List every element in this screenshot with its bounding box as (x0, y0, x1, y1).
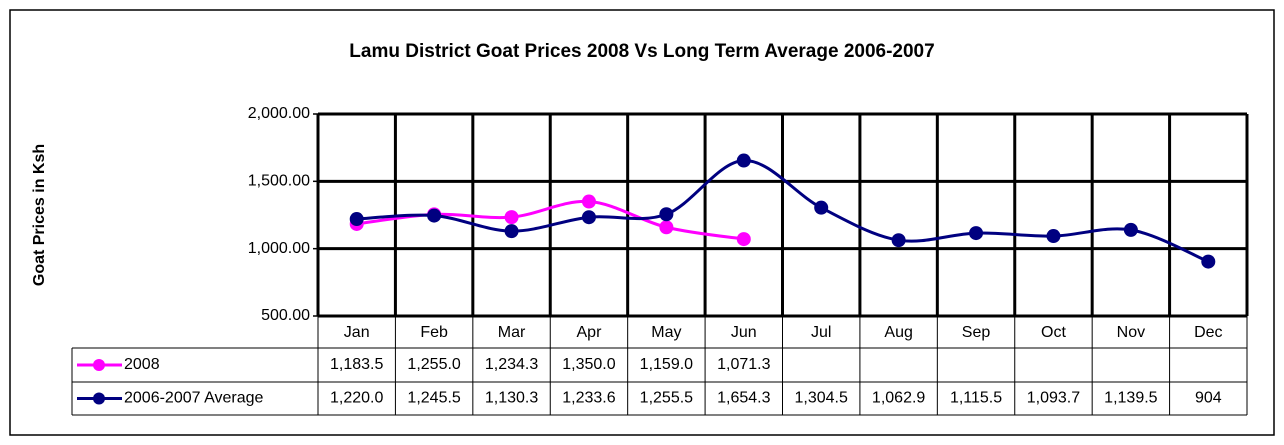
data-table-value: 1,255.5 (640, 390, 693, 407)
x-tick-label: Oct (1041, 324, 1066, 341)
data-table-value: 1,071.3 (717, 356, 770, 373)
chart-title: Lamu District Goat Prices 2008 Vs Long T… (349, 41, 934, 62)
x-tick-label: Sep (962, 324, 991, 341)
data-table-value: 1,245.5 (407, 390, 460, 407)
data-table-value: 904 (1195, 390, 1222, 407)
data-table-value: 1,304.5 (795, 390, 848, 407)
data-table-value: 1,233.6 (562, 390, 615, 407)
x-tick-label: Jan (344, 324, 370, 341)
x-tick-label: Nov (1117, 324, 1145, 341)
legend-label: 2006-2007 Average (124, 390, 263, 407)
data-point (1123, 222, 1138, 237)
data-table-value: 1,139.5 (1104, 390, 1157, 407)
data-table-value: 1,062.9 (872, 390, 925, 407)
legend-label: 2008 (124, 356, 160, 373)
x-tick-label: Aug (884, 324, 912, 341)
x-tick-label: Jul (811, 324, 831, 341)
x-tick-label: Dec (1194, 324, 1222, 341)
data-point (349, 212, 364, 227)
data-table-value: 1,255.0 (407, 356, 460, 373)
data-table-value: 1,093.7 (1027, 390, 1080, 407)
data-point (1201, 254, 1216, 269)
data-point (891, 233, 906, 248)
data-table-value: 1,159.0 (640, 356, 693, 373)
chart-border (9, 9, 1275, 436)
data-table-value: 1,115.5 (950, 390, 1002, 407)
data-point (427, 208, 442, 223)
x-tick-label: Jun (731, 324, 757, 341)
data-table-value: 1,234.3 (485, 356, 538, 373)
data-point (659, 220, 674, 235)
data-point (969, 226, 984, 241)
x-tick-label: Mar (498, 324, 526, 341)
y-axis-label: Goat Prices in Ksh (31, 144, 48, 286)
data-point (504, 210, 519, 225)
data-table-value: 1,654.3 (717, 390, 770, 407)
y-tick-label: 1,000.00 (248, 240, 310, 257)
x-tick-label: Apr (577, 324, 603, 341)
data-point (659, 207, 674, 222)
data-point (736, 232, 751, 247)
x-tick-label: May (651, 324, 681, 341)
data-table-value: 1,220.0 (330, 390, 383, 407)
data-table-value: 1,350.0 (562, 356, 615, 373)
y-tick-label: 1,500.00 (248, 173, 310, 190)
data-table-value: 1,183.5 (330, 356, 383, 373)
x-tick-label: Feb (420, 324, 448, 341)
data-point (814, 200, 829, 215)
legend-marker (93, 392, 105, 405)
data-point (736, 153, 751, 168)
data-point (1046, 229, 1061, 244)
y-tick-label: 2,000.00 (248, 105, 310, 122)
data-point (581, 210, 596, 225)
data-point (504, 224, 519, 239)
legend-marker (93, 359, 105, 371)
data-table-value: 1,130.3 (485, 390, 538, 407)
data-point (581, 194, 596, 209)
y-tick-label: 500.00 (261, 307, 310, 324)
